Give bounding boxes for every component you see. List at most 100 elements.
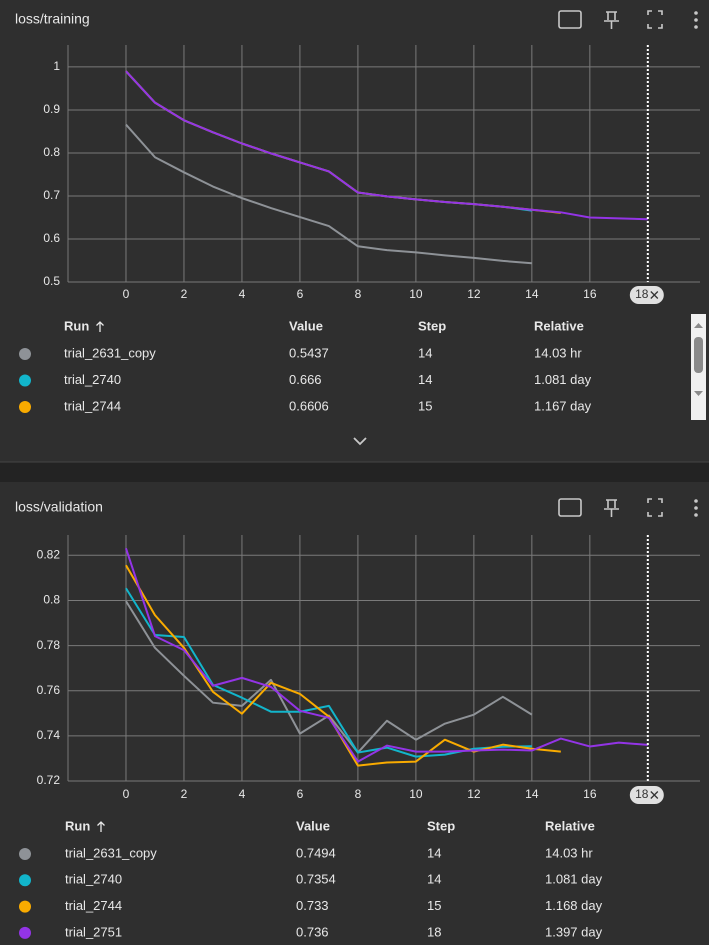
x-tick-label: 16 — [583, 787, 597, 801]
table-cell: 14.03 hr — [534, 345, 582, 360]
x-tick-label: 10 — [409, 787, 423, 801]
run-color — [19, 926, 31, 939]
y-tick-label: 0.78 — [37, 638, 61, 652]
series-line — [125, 70, 648, 221]
table-cell: 0.736 — [296, 924, 329, 939]
step-marker-label: 18 — [635, 287, 649, 301]
x-tick-label: 12 — [467, 287, 481, 301]
menu-button[interactable] — [694, 499, 698, 517]
pin-button[interactable] — [604, 499, 619, 517]
y-tick-label: 0.8 — [43, 145, 60, 159]
x-tick-label: 2 — [181, 787, 188, 801]
column-header: Relative — [545, 818, 595, 833]
column-header: Relative — [534, 318, 584, 333]
y-tick-label: 0.74 — [37, 728, 61, 742]
x-tick-label: 14 — [525, 787, 539, 801]
column-header: Step — [418, 318, 446, 333]
series-line — [125, 123, 532, 265]
table-cell: 0.5437 — [289, 345, 329, 360]
column-header: Value — [289, 318, 323, 333]
step-marker-remove — [650, 791, 659, 799]
table-cell: 14 — [427, 872, 441, 887]
table-cell: trial_2744 — [64, 398, 121, 413]
step-marker-label: 18 — [635, 787, 649, 801]
x-tick-label: 0 — [123, 787, 130, 801]
toolbar — [558, 498, 698, 517]
fullscreen-button[interactable] — [647, 10, 663, 29]
pin-button[interactable] — [604, 11, 619, 29]
scrollbar[interactable] — [691, 314, 706, 420]
x-tick-label: 2 — [181, 287, 188, 301]
table-cell: trial_2740 — [65, 872, 122, 887]
column-header: Run — [65, 818, 90, 833]
x-tick-label: 4 — [239, 287, 246, 301]
table-cell: trial_2744 — [65, 898, 122, 913]
sort-arrow — [97, 821, 105, 832]
table-cell: 1.081 day — [545, 872, 603, 887]
table-cell: 0.6606 — [289, 398, 329, 413]
step-marker-remove — [650, 291, 659, 299]
y-tick-label: 0.8 — [43, 593, 60, 607]
run-color — [19, 374, 31, 387]
table-cell: 18 — [427, 924, 441, 939]
y-tick-label: 0.5 — [43, 274, 60, 288]
x-tick-label: 6 — [297, 287, 304, 301]
table-cell: trial_2631_copy — [65, 845, 157, 860]
run-color — [19, 348, 31, 360]
fit-button[interactable] — [558, 498, 582, 517]
y-tick-label: 0.7 — [43, 188, 60, 202]
toolbar — [558, 10, 698, 29]
y-tick-label: 1 — [53, 59, 60, 73]
table-cell: trial_2740 — [64, 372, 121, 387]
y-tick-label: 0.76 — [37, 683, 61, 697]
separator — [0, 462, 709, 482]
table-cell: 15 — [427, 898, 441, 913]
menu-button[interactable] — [694, 11, 698, 29]
x-tick-label: 16 — [583, 287, 597, 301]
table-cell: 0.666 — [289, 372, 322, 387]
y-tick-label: 0.72 — [37, 773, 61, 787]
table-cell: 14 — [427, 845, 441, 860]
x-tick-label: 14 — [525, 287, 539, 301]
table-cell: 14 — [418, 372, 432, 387]
y-tick-label: 0.9 — [43, 102, 60, 116]
table-cell: trial_2751 — [65, 924, 122, 939]
table-cell: 0.7494 — [296, 845, 336, 860]
run-color — [19, 874, 31, 887]
y-tick-label: 0.6 — [43, 231, 60, 245]
x-tick-label: 8 — [355, 287, 362, 301]
table-cell: 1.168 day — [545, 898, 603, 913]
table-cell: 15 — [418, 398, 432, 413]
sort-arrow — [96, 321, 104, 332]
series-line — [125, 548, 648, 763]
table-cell: 14 — [418, 345, 432, 360]
x-tick-label: 0 — [123, 287, 130, 301]
table-cell: trial_2631_copy — [64, 345, 156, 360]
run-color — [19, 401, 31, 413]
table-cell: 14.03 hr — [545, 845, 593, 860]
x-tick-label: 10 — [409, 287, 423, 301]
table-cell: 1.397 day — [545, 924, 603, 939]
column-header: Step — [427, 818, 455, 833]
fullscreen-button[interactable] — [647, 498, 663, 517]
step-marker-pill — [629, 786, 664, 804]
fit-button[interactable] — [558, 10, 582, 29]
x-tick-label: 4 — [239, 787, 246, 801]
table-cell: 1.167 day — [534, 398, 592, 413]
table-cell: 1.081 day — [534, 372, 592, 387]
y-tick-label: 0.82 — [37, 547, 61, 561]
expand-button[interactable] — [353, 437, 367, 446]
column-header: Value — [296, 818, 330, 833]
table-cell: 0.7354 — [296, 872, 336, 887]
run-color — [19, 848, 31, 860]
x-tick-label: 12 — [467, 787, 481, 801]
card-title: loss/training — [15, 11, 90, 27]
x-tick-label: 8 — [355, 787, 362, 801]
x-tick-label: 6 — [297, 787, 304, 801]
run-color — [19, 900, 31, 913]
card-title: loss/validation — [15, 499, 103, 515]
table-cell: 0.733 — [296, 898, 329, 913]
column-header: Run — [64, 318, 89, 333]
step-marker-pill — [629, 286, 664, 304]
